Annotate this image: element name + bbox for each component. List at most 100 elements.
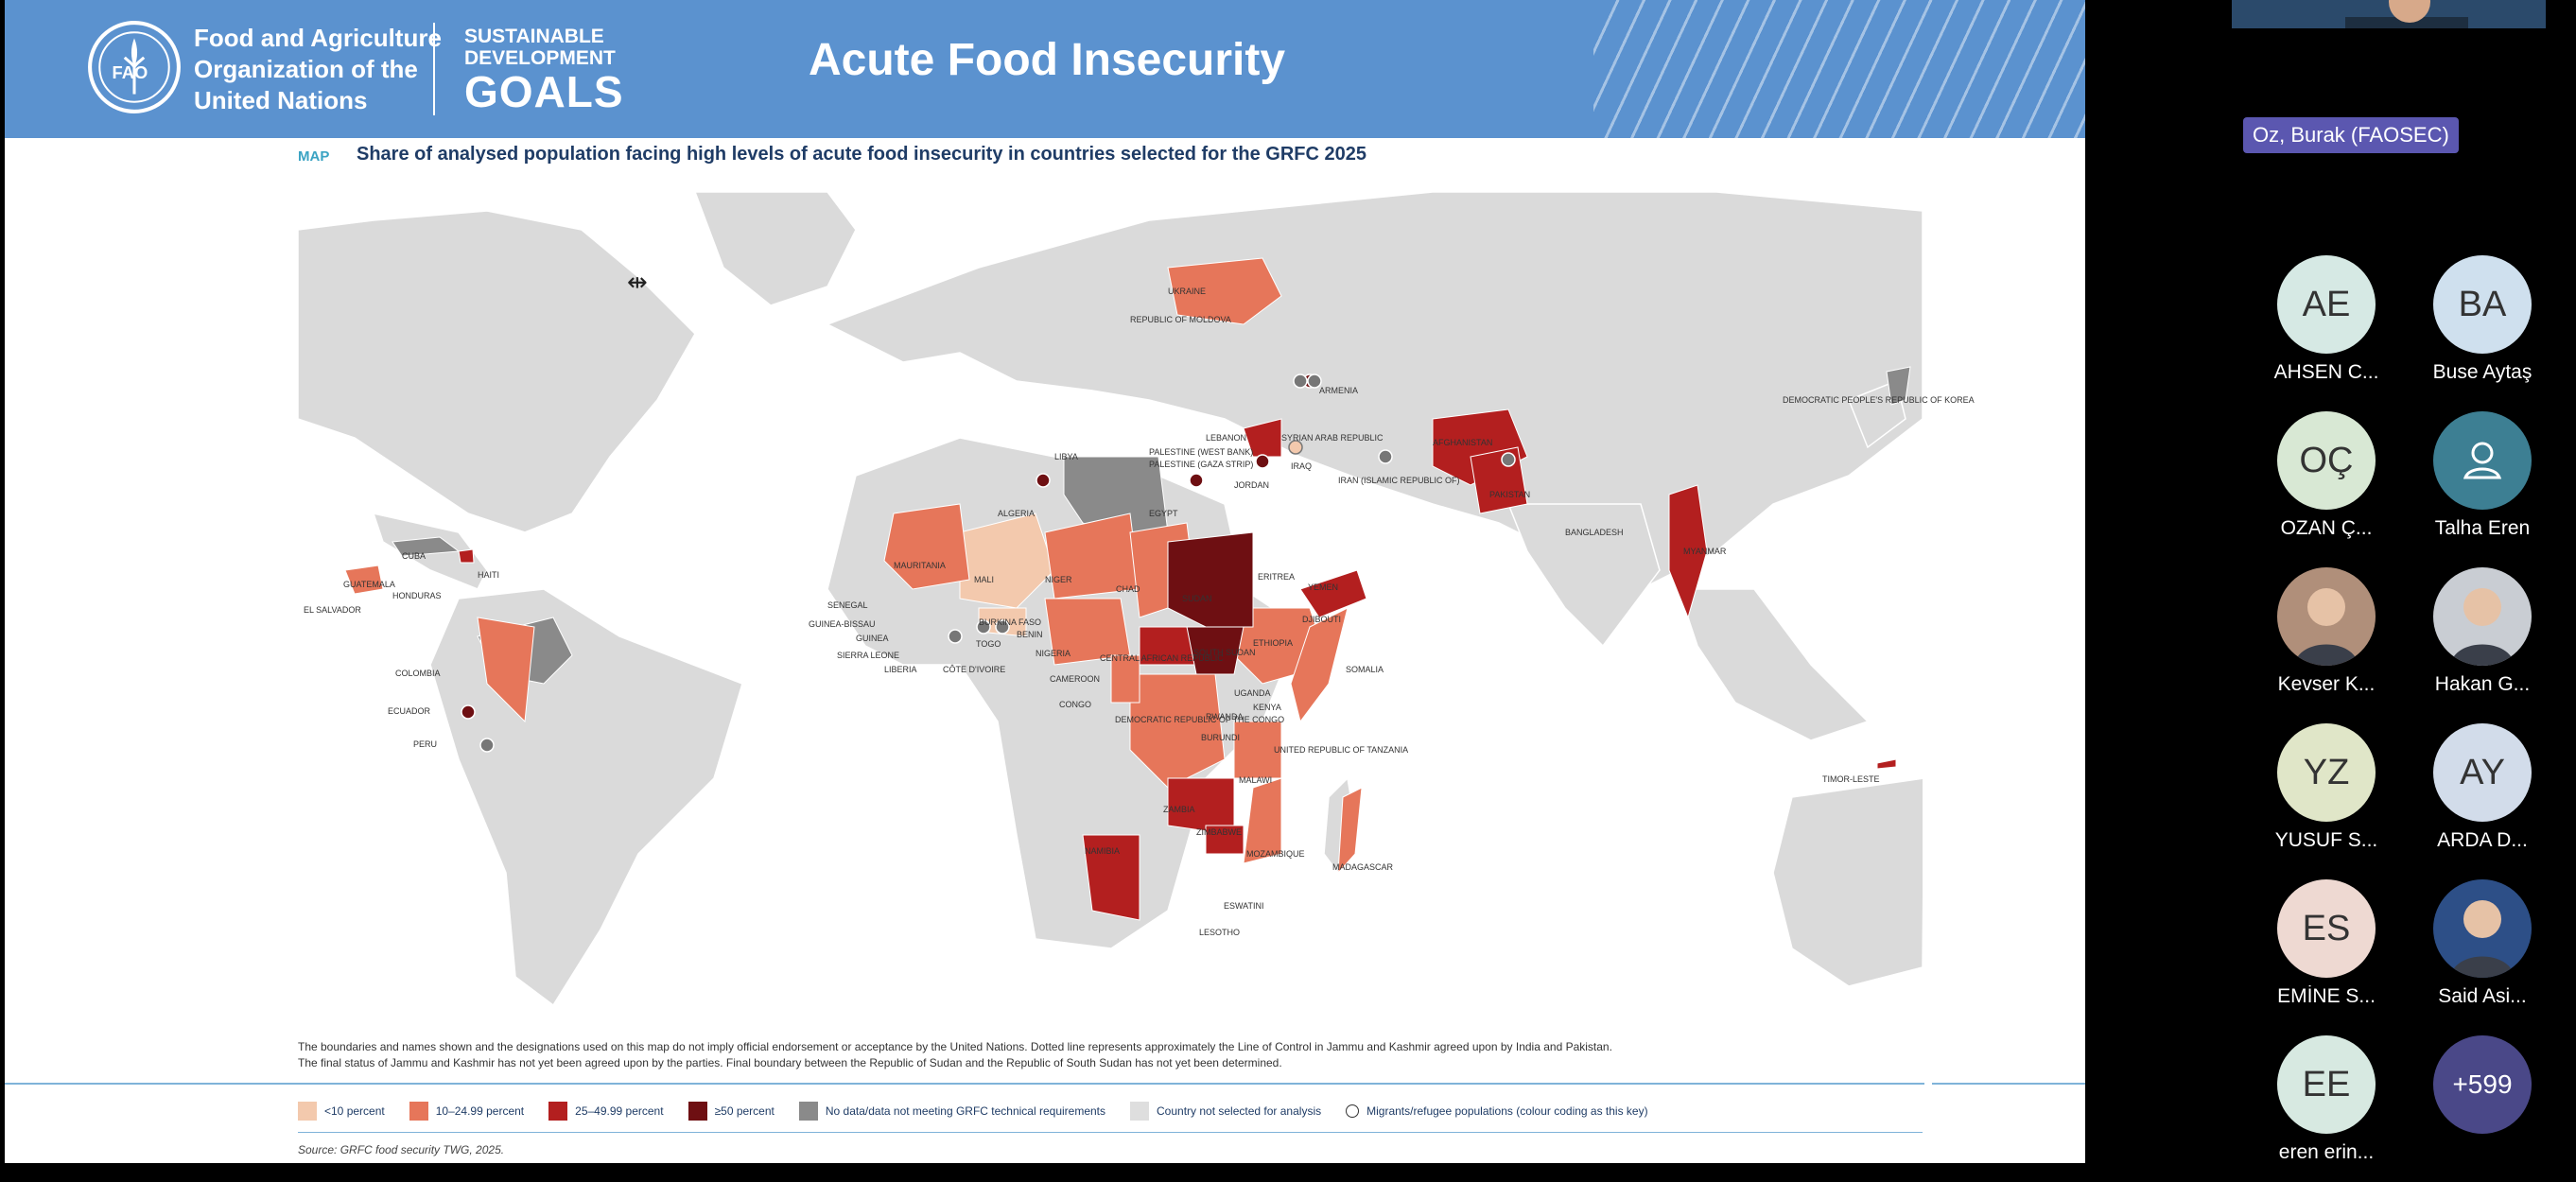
- map-source: Source: GRFC food security TWG, 2025.: [298, 1143, 505, 1156]
- participant-tile[interactable]: Hakan G...: [2405, 567, 2560, 696]
- disclaimer-line: The boundaries and names shown and the d…: [298, 1040, 1612, 1053]
- country-label: LIBERIA: [884, 665, 917, 674]
- participant-name: Hakan G...: [2434, 673, 2531, 695]
- slide-banner: FAO Food and Agriculture Organization of…: [5, 0, 2085, 138]
- legend-item: Migrants/refugee populations (colour cod…: [1346, 1104, 1648, 1118]
- fao-logo-text: FAO: [113, 62, 148, 82]
- legend-label: 25–49.99 percent: [575, 1104, 664, 1118]
- country-label: PALESTINE (GAZA STRIP): [1149, 460, 1254, 469]
- country-yemen: [1299, 569, 1367, 618]
- world-map-graphic: [298, 192, 1923, 1007]
- country-pakistan: [1470, 446, 1528, 514]
- participant-photo: [2433, 879, 2532, 978]
- country-label: NAMIBIA: [1085, 846, 1121, 856]
- country-ukraine: [1167, 257, 1282, 325]
- country-label: UKRAINE: [1168, 287, 1207, 296]
- world-map: ⇹ UKRAINE REPUBLIC OF MOLDOVA ARMENIA DEMOC…: [298, 192, 1975, 1026]
- active-speaker-label: Oz, Burak (FAOSEC): [2243, 117, 2459, 153]
- slide-title: Acute Food Insecurity: [809, 35, 1286, 85]
- legend-label: Country not selected for analysis: [1157, 1104, 1322, 1118]
- participant-name: EMİNE S...: [2277, 985, 2376, 1007]
- country-label: PALESTINE (WEST BANK): [1149, 447, 1254, 457]
- participant-avatar: OÇ: [2277, 411, 2376, 510]
- participant-name: Said Asi...: [2438, 985, 2527, 1007]
- country-label: MOZAMBIQUE: [1246, 849, 1305, 859]
- participant-tile[interactable]: AY ARDA D...: [2405, 723, 2560, 852]
- landmass-north-america: [298, 210, 696, 533]
- org-name-line: Organization of the: [194, 55, 418, 83]
- participant-name: Talha Eren: [2434, 517, 2531, 539]
- country-label: GUATEMALA: [343, 580, 395, 589]
- country-label: PERU: [413, 739, 438, 749]
- country-label: MAURITANIA: [894, 561, 946, 570]
- legend-item: 25–49.99 percent: [548, 1102, 664, 1121]
- participant-avatar: AE: [2277, 255, 2376, 354]
- participant-tile[interactable]: ES EMİNE S...: [2249, 879, 2404, 1008]
- country-cameroon: [1110, 654, 1140, 704]
- country-label: HONDURAS: [392, 591, 442, 600]
- participant-tile[interactable]: BA Buse Aytaş: [2405, 255, 2560, 384]
- more-participants-badge: +599: [2433, 1035, 2532, 1134]
- legend-circle-icon: [1346, 1104, 1360, 1118]
- participant-name: YUSUF S...: [2274, 829, 2378, 851]
- country-label: PAKISTAN: [1489, 490, 1531, 499]
- participant-name: ARDA D...: [2437, 829, 2528, 851]
- landmass-australia: [1772, 777, 1923, 987]
- sdg-logo: SUSTAINABLE DEVELOPMENT GOALS: [464, 26, 624, 114]
- participant-avatar: YZ: [2277, 723, 2376, 822]
- country-south-sudan: [1186, 626, 1244, 675]
- country-label: LESOTHO: [1199, 928, 1241, 937]
- landmass-india: [1506, 503, 1661, 648]
- legend-swatch: [548, 1102, 568, 1121]
- country-label: BANGLADESH: [1565, 528, 1624, 537]
- legend-swatch: [1130, 1102, 1150, 1121]
- country-label: SOMALIA: [1346, 665, 1384, 674]
- landmass-southeast-asia: [1677, 588, 1870, 741]
- map-heading: Share of analysed population facing high…: [357, 144, 1367, 165]
- legend-swatch: [798, 1102, 818, 1121]
- country-label: ZAMBIA: [1163, 805, 1195, 814]
- country-label: HAITI: [478, 570, 500, 580]
- legend-item: Country not selected for analysis: [1130, 1102, 1321, 1121]
- country-label: NIGER: [1045, 575, 1072, 584]
- country-label: SENEGAL: [827, 600, 868, 610]
- logo-divider: [433, 23, 435, 115]
- presenter-video[interactable]: [2232, 0, 2546, 28]
- legend-item: No data/data not meeting GRFC technical …: [798, 1102, 1105, 1121]
- participant-tile[interactable]: Said Asi...: [2405, 879, 2560, 1008]
- country-label: MALAWI: [1239, 775, 1273, 785]
- country-syria: [1243, 418, 1282, 458]
- legend-label: 10–24.99 percent: [435, 1104, 525, 1118]
- country-label: CAMEROON: [1050, 674, 1101, 684]
- map-tag: MAP: [298, 148, 330, 165]
- country-mauritania: [883, 503, 970, 590]
- participant-tile[interactable]: Kevser K...: [2249, 567, 2404, 696]
- country-label: MYANMAR: [1683, 547, 1727, 556]
- banner-stripes: [1593, 0, 2085, 138]
- country-label: NIGERIA: [1036, 649, 1071, 658]
- legend-item: <10 percent: [298, 1102, 385, 1121]
- participant-tile[interactable]: EE eren erin...: [2249, 1035, 2404, 1164]
- country-label: AFGHANISTAN: [1433, 438, 1493, 447]
- participant-tile[interactable]: YZ YUSUF S...: [2249, 723, 2404, 852]
- participant-tile[interactable]: Talha Eren: [2405, 411, 2560, 540]
- participant-name: AHSEN C...: [2273, 361, 2379, 383]
- more-participants-button[interactable]: +599: [2405, 1035, 2560, 1134]
- country-label: ESWATINI: [1224, 901, 1264, 911]
- legend-item: ≥50 percent: [688, 1102, 775, 1121]
- country-mozambique: [1243, 777, 1282, 864]
- country-mali: [959, 513, 1055, 609]
- country-label: TIMOR-LESTE: [1822, 774, 1880, 784]
- participant-tile[interactable]: AE AHSEN C...: [2249, 255, 2404, 384]
- participant-name: Buse Aytaş: [2432, 361, 2532, 383]
- country-label: GUINEA-BISSAU: [809, 619, 876, 629]
- country-haiti: [458, 548, 475, 564]
- country-label: LEBANON: [1206, 433, 1247, 443]
- participant-tile[interactable]: OÇ OZAN Ç...: [2249, 411, 2404, 540]
- country-guatemala: [344, 565, 384, 595]
- legend-label: ≥50 percent: [714, 1104, 775, 1118]
- country-label: ETHIOPIA: [1253, 638, 1294, 648]
- country-label: MALI: [974, 575, 995, 584]
- sdg-logo-line: SUSTAINABLE: [464, 26, 604, 47]
- legend-swatch: [298, 1102, 317, 1121]
